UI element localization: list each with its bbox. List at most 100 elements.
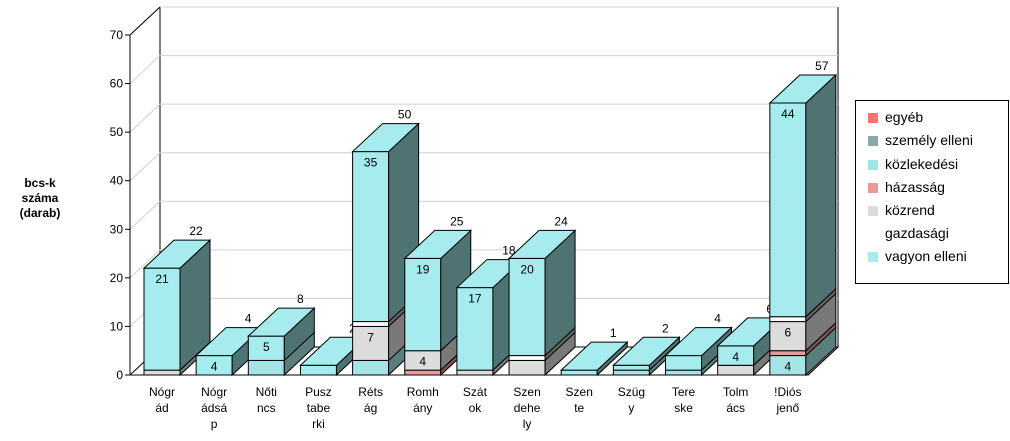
gridline-side (129, 152, 161, 182)
bar-segment-side (805, 73, 837, 318)
x-tick-label: Nőti (256, 385, 277, 399)
bar-data-label: 4 (211, 360, 218, 374)
bar-segment (456, 369, 494, 376)
bar-segment (612, 364, 650, 371)
legend-label: vagyon elleni (885, 248, 967, 264)
bar-segment (352, 151, 390, 323)
x-tick-label: Tolm (723, 385, 748, 399)
x-tick-label: ok (469, 401, 483, 415)
bar-segment (352, 359, 390, 376)
bar-data-label: 5 (263, 340, 270, 354)
legend-swatch (868, 113, 878, 123)
x-tick-label: dehe (514, 401, 541, 415)
legend-swatch (868, 160, 878, 170)
y-tick-label: 50 (110, 125, 124, 139)
gridline-side (129, 103, 161, 133)
x-tick-label: !Diós (774, 385, 801, 399)
x-tick-label: ncs (257, 401, 276, 415)
x-tick-label: y (628, 401, 634, 415)
bar-data-label: 35 (364, 156, 378, 170)
bar-total-label: 25 (450, 214, 464, 228)
bar-top (142, 239, 212, 269)
legend-swatch (868, 136, 878, 146)
bar-total-label: 24 (554, 214, 568, 228)
bar-top (351, 123, 420, 153)
gridline-side (129, 200, 161, 230)
y-tick-label: 0 (116, 368, 123, 382)
bar-segment (299, 364, 337, 376)
bar-data-label: 17 (468, 292, 482, 306)
bar-data-label: 21 (155, 272, 169, 286)
bar-segment (352, 321, 390, 327)
bar-segment (717, 364, 755, 376)
legend-swatch (868, 206, 878, 216)
bar-total-label: 57 (815, 59, 829, 73)
bar-data-label: 4 (785, 360, 792, 374)
bar-data-label: 20 (520, 262, 534, 276)
legend: egyéb személy elleni közlekedési házasság kö… (855, 100, 1009, 284)
bar-top (403, 229, 473, 259)
legend-label: gazdasági (885, 225, 949, 241)
x-tick-label: Tere (672, 385, 696, 399)
bar-segment (247, 359, 285, 376)
bar-data-label: 6 (785, 326, 792, 340)
bar-segment (404, 369, 442, 376)
legend-label: házasság (885, 179, 945, 195)
x-tick-label: Szát (463, 385, 488, 399)
bar-segment (560, 369, 598, 376)
bar-segment (508, 359, 546, 376)
bar-top (559, 341, 629, 371)
bar-segment (769, 102, 807, 318)
legend-label: személy elleni (885, 132, 973, 148)
y-tick-label: 30 (110, 222, 124, 236)
bar-total-label: 22 (189, 224, 203, 238)
x-tick-label: p (211, 417, 218, 431)
bar-total-label: 1 (610, 326, 617, 340)
bar-top (612, 336, 681, 366)
x-tick-label: Szüg (618, 385, 645, 399)
x-tick-label: ág (364, 401, 377, 415)
bar-top (768, 74, 838, 104)
x-tick-label: Szen (566, 385, 593, 399)
x-tick-label: Szen (513, 385, 540, 399)
y-tick-label: 40 (110, 174, 124, 188)
legend-label: közlekedési (885, 156, 959, 172)
gridline-side (129, 55, 161, 84)
bar-total-label: 8 (297, 292, 304, 306)
y-tick-label: 70 (110, 28, 124, 42)
bar-total-label: 2 (662, 321, 669, 335)
bar-data-label: 4 (419, 355, 426, 369)
x-tick-label: tabe (307, 401, 331, 415)
x-tick-label: rki (312, 417, 325, 431)
x-tick-label: Réts (358, 385, 383, 399)
bar-segment (508, 355, 546, 361)
y-tick-label: 20 (110, 271, 124, 285)
bar-data-label: 44 (781, 107, 795, 121)
bar-top (247, 307, 316, 337)
legend-label: közrend (885, 202, 935, 218)
y-tick-label: 10 (110, 319, 124, 333)
bar-total-label: 18 (502, 244, 516, 258)
x-tick-label: te (574, 401, 584, 415)
legend-swatch (868, 252, 878, 262)
x-tick-label: Romh (407, 385, 439, 399)
x-tick-label: ád (155, 401, 168, 415)
gridline-side (129, 249, 161, 279)
bar-segment (143, 369, 181, 376)
bar-data-label: 7 (367, 330, 374, 344)
bar-segment (508, 257, 546, 357)
bar-data-label: 4 (732, 350, 739, 364)
y-axis-top-edge (129, 6, 161, 36)
bar-data-label: 19 (416, 262, 430, 276)
legend-label: egyéb (885, 109, 924, 125)
legend-swatch (868, 183, 878, 193)
y-axis-label: bcs-k száma (darab) (19, 176, 61, 220)
bar-segment (247, 335, 285, 361)
x-tick-label: ske (674, 401, 693, 415)
y-tick-label: 60 (110, 77, 124, 91)
x-tick-label: Nógr (201, 385, 227, 399)
x-tick-label: Nógr (149, 385, 175, 399)
x-tick-label: ly (523, 417, 532, 431)
